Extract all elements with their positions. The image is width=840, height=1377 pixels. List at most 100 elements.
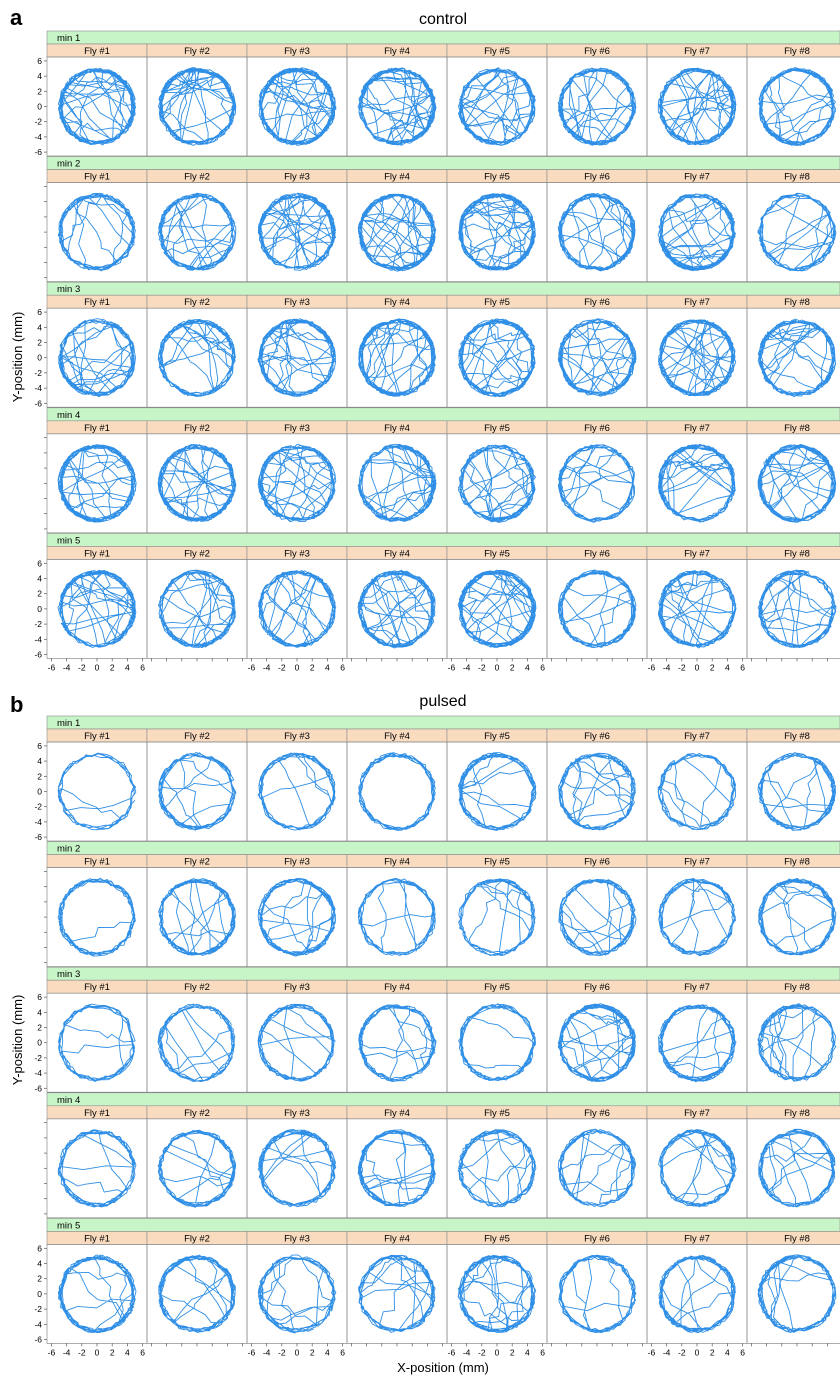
y-tick-label: 6 bbox=[37, 741, 42, 751]
fly-trajectory bbox=[757, 318, 837, 398]
minute-header bbox=[46, 1092, 840, 1107]
x-tick-label: 4 bbox=[325, 662, 330, 672]
fly-cell: Fly #7 bbox=[646, 420, 748, 534]
fly-label: Fly #4 bbox=[384, 172, 410, 183]
fly-cell: Fly #8 bbox=[746, 854, 840, 967]
fly-label: Fly #3 bbox=[284, 172, 310, 183]
fly-label: Fly #2 bbox=[184, 548, 210, 559]
y-tick-label: 0 bbox=[37, 1289, 42, 1299]
x-tick-label: -6 bbox=[248, 662, 256, 672]
fly-trajectory bbox=[757, 443, 837, 523]
minute-header bbox=[46, 841, 840, 855]
fly-cell: Fly #2 bbox=[146, 854, 248, 967]
fly-cell: Fly #7 bbox=[646, 854, 748, 967]
fly-cell: Fly #3 bbox=[246, 294, 348, 408]
fly-cell: Fly #5 bbox=[446, 169, 548, 282]
fly-label: Fly #5 bbox=[484, 297, 510, 308]
fly-cell: Fly #5 -6 -4 -2 0 2 4 6 bbox=[446, 1231, 548, 1357]
fly-label: Fly #3 bbox=[284, 982, 310, 993]
fly-cell: Fly #5 bbox=[446, 294, 548, 408]
x-tick-label: 0 bbox=[695, 662, 700, 672]
fly-cell: Fly #3 -6 -4 -2 0 2 4 6 bbox=[246, 546, 348, 672]
fly-label: Fly #7 bbox=[684, 423, 710, 434]
x-tick-label: -6 bbox=[48, 662, 56, 672]
x-tick-label: 0 bbox=[695, 1347, 700, 1357]
fly-trajectory bbox=[358, 1004, 437, 1082]
fly-label: Fly #2 bbox=[184, 172, 210, 183]
x-tick-label: -4 bbox=[63, 1347, 71, 1357]
fly-trajectory bbox=[658, 1254, 737, 1334]
fly-label: Fly #8 bbox=[784, 172, 810, 183]
fly-cell: Fly #4 bbox=[346, 728, 448, 842]
fly-label: Fly #4 bbox=[384, 548, 410, 559]
fly-trajectory bbox=[257, 1254, 337, 1334]
fly-cell: Fly #4 bbox=[346, 1105, 448, 1219]
fly-trajectory bbox=[658, 319, 737, 397]
x-tick-label: -2 bbox=[78, 662, 86, 672]
fly-trajectory bbox=[57, 318, 136, 398]
x-tick-label: 0 bbox=[295, 1347, 300, 1357]
panel-b-label: b bbox=[10, 692, 23, 717]
fly-cell: Fly #1 bbox=[46, 1105, 148, 1219]
x-tick-label: -2 bbox=[278, 1347, 286, 1357]
fly-cell: Fly #8 bbox=[746, 546, 840, 662]
fly-trajectory bbox=[558, 1254, 637, 1334]
fly-cell: Fly #2 bbox=[146, 294, 248, 408]
fly-label: Fly #5 bbox=[484, 982, 510, 993]
x-tick-label: 4 bbox=[325, 1347, 330, 1357]
fly-trajectory bbox=[757, 1254, 837, 1333]
minute-header bbox=[46, 407, 840, 422]
y-tick-label: -2 bbox=[34, 619, 42, 629]
fly-trajectory bbox=[157, 192, 237, 271]
minute-row: min 3 6 4 2 0 -2 -4 -6 Fly #1 Fly #2 Fly #3 Fly #4 F… bbox=[34, 281, 840, 408]
x-tick-label: -4 bbox=[463, 662, 471, 672]
fly-label: Fly #7 bbox=[684, 46, 710, 57]
y-tick-label: 6 bbox=[37, 992, 42, 1002]
fly-label: Fly #6 bbox=[584, 46, 610, 57]
x-tick-label: -4 bbox=[263, 1347, 271, 1357]
y-tick-label: -6 bbox=[34, 832, 42, 842]
fly-trajectory bbox=[757, 192, 837, 272]
fly-cell: Fly #4 bbox=[346, 294, 448, 408]
y-tick-label: 2 bbox=[37, 1023, 42, 1033]
fly-cell: Fly #4 bbox=[346, 854, 448, 967]
minute-row: min 1 6 4 2 0 -2 -4 -6 Fly #1 Fly #2 Fly #3 Fly #4 F… bbox=[34, 30, 840, 157]
fly-trajectory bbox=[57, 67, 137, 146]
fly-cell: Fly #6 bbox=[546, 546, 648, 662]
fly-label: Fly #6 bbox=[584, 857, 610, 868]
fly-label: Fly #6 bbox=[584, 1108, 610, 1119]
fly-cell: Fly #5 -6 -4 -2 0 2 4 6 bbox=[446, 546, 548, 672]
x-tick-label: -6 bbox=[248, 1347, 256, 1357]
fly-label: Fly #7 bbox=[684, 731, 710, 742]
fly-label: Fly #4 bbox=[384, 297, 410, 308]
fly-cell: Fly #5 bbox=[446, 854, 548, 967]
x-tick-label: 2 bbox=[310, 662, 315, 672]
panel-a-label: a bbox=[10, 5, 23, 30]
fly-trajectory bbox=[658, 1129, 737, 1208]
x-tick-label: 6 bbox=[140, 662, 145, 672]
fly-trajectory bbox=[158, 1254, 236, 1333]
panel-b-ylabel: Y-position (mm) bbox=[10, 995, 25, 1086]
fly-label: Fly #1 bbox=[84, 1233, 110, 1244]
fly-cell: Fly #8 bbox=[746, 979, 840, 1093]
fly-trajectory bbox=[757, 569, 837, 649]
x-tick-label: 6 bbox=[540, 662, 545, 672]
fly-cell: Fly #3 bbox=[246, 1105, 348, 1219]
subplot-frame bbox=[746, 307, 840, 408]
fly-cell: Fly #3 bbox=[246, 854, 348, 967]
fly-cell: Fly #1 bbox=[46, 854, 148, 967]
fly-trajectory bbox=[557, 192, 636, 272]
fly-trajectory bbox=[657, 67, 737, 146]
fly-cell: Fly #5 bbox=[446, 43, 548, 157]
x-tick-label: 2 bbox=[310, 1347, 315, 1357]
x-tick-label: 4 bbox=[525, 1347, 530, 1357]
fly-cell: Fly #4 bbox=[346, 43, 448, 157]
fly-cell: Fly #2 bbox=[146, 546, 248, 662]
fly-label: Fly #8 bbox=[784, 982, 810, 993]
x-tick-label: -4 bbox=[463, 1347, 471, 1357]
fly-trajectory bbox=[758, 1128, 836, 1208]
fly-cell: Fly #6 bbox=[546, 854, 648, 967]
minute-header bbox=[46, 715, 840, 730]
